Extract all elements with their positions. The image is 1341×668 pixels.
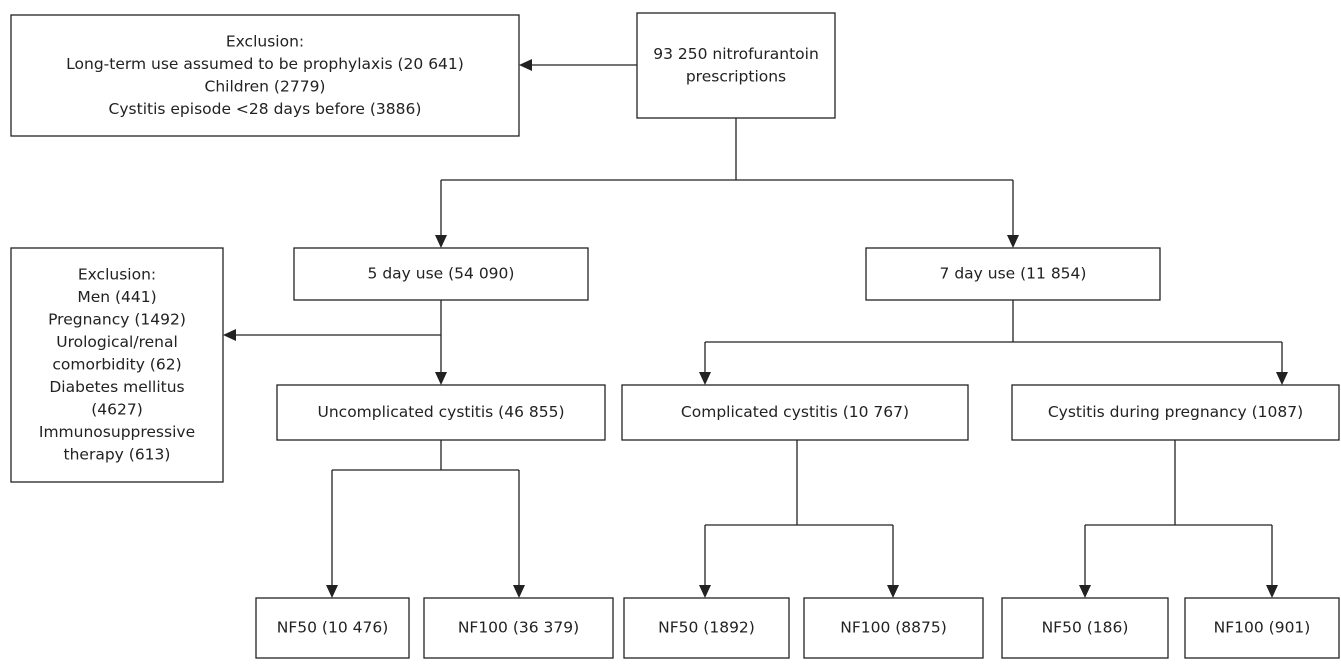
connector: [235, 300, 442, 373]
box-text: Diabetes mellitus: [49, 378, 184, 396]
connector: [331, 440, 520, 586]
box-text: (4627): [91, 401, 143, 419]
box: [1001, 597, 1169, 659]
arrowhead: [435, 235, 1019, 248]
box-text: Long-term use assumed to be prophylaxis …: [66, 55, 464, 73]
box-text: Immunosuppressive: [39, 423, 195, 441]
box-text: Exclusion:: [78, 266, 156, 284]
box-text: NF100 (8875): [840, 619, 947, 637]
box-text: Uncomplicated cystitis (46 855): [318, 403, 565, 421]
box-text: 5 day use (54 090): [368, 265, 515, 283]
box: [803, 597, 984, 659]
box-text: Exclusion:: [226, 32, 304, 50]
box: [255, 597, 410, 659]
box: [621, 384, 969, 441]
box: [865, 247, 1161, 301]
box: [10, 247, 224, 483]
box-text: prescriptions: [686, 67, 786, 85]
connector: [440, 118, 1014, 236]
box-text: 7 day use (11 854): [940, 265, 1087, 283]
box-text: NF50 (1892): [658, 619, 755, 637]
connectors: [223, 59, 1288, 598]
connector: [704, 440, 894, 586]
arrowhead: [223, 329, 447, 385]
box-text: Pregnancy (1492): [48, 311, 186, 329]
box-text: Cystitis during pregnancy (1087): [1048, 403, 1303, 421]
box-text: Cystitis episode <28 days before (3886): [109, 100, 422, 118]
box-text: Men (441): [77, 288, 156, 306]
box-text: NF100 (36 379): [458, 619, 579, 637]
box-text: Children (2779): [205, 77, 326, 95]
box: [293, 247, 589, 301]
box: [623, 597, 790, 659]
box-text: therapy (613): [64, 446, 171, 464]
box-text: Urological/renal: [56, 333, 178, 351]
box: [1184, 597, 1340, 659]
box: [10, 14, 520, 137]
box: [276, 384, 606, 441]
arrowhead: [326, 585, 1278, 598]
box-text: 93 250 nitrofurantoin: [653, 45, 819, 63]
box-text: NF100 (901): [1214, 619, 1311, 637]
arrowhead: [699, 372, 1288, 385]
connector: [1084, 440, 1273, 586]
box-text: Complicated cystitis (10 767): [681, 403, 909, 421]
box: [423, 597, 614, 659]
box-text: NF50 (186): [1042, 619, 1129, 637]
box-text: NF50 (10 476): [277, 619, 389, 637]
box: [1011, 384, 1340, 441]
box-text: comorbidity (62): [52, 356, 181, 374]
box: [636, 12, 836, 119]
arrowhead: [519, 59, 532, 71]
connector: [704, 300, 1283, 373]
